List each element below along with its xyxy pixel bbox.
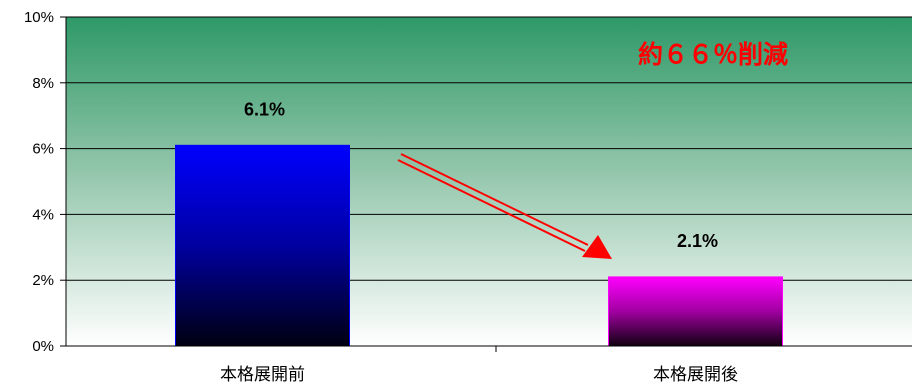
x-axis-labels: 本格展開前 本格展開後 (220, 365, 738, 385)
bars (175, 144, 783, 347)
y-axis-ticks: 0% 2% 4% 6% 8% 10% (24, 9, 66, 355)
reduction-annotation: 約６６％削減 (638, 40, 788, 69)
y-tick-label: 4% (32, 206, 54, 223)
arrow-line-upper (400, 153, 589, 246)
x-tick-label: 本格展開前 (220, 365, 305, 385)
y-tick-label: 8% (32, 75, 54, 92)
bar-1 (175, 144, 350, 347)
y-tick-label: 6% (32, 141, 54, 158)
y-tick-label: 10% (24, 9, 54, 26)
x-tick-label: 本格展開後 (653, 365, 738, 385)
arrow-head (582, 235, 612, 259)
reduction-arrow (397, 153, 612, 259)
data-label: 2.1% (677, 231, 718, 251)
data-label: 6.1% (244, 99, 285, 119)
y-tick-label: 0% (32, 338, 54, 355)
y-tick-label: 2% (32, 272, 54, 289)
bar-2 (608, 276, 783, 347)
arrow-line-lower (397, 159, 586, 252)
data-labels: 6.1% 2.1% (244, 99, 718, 251)
